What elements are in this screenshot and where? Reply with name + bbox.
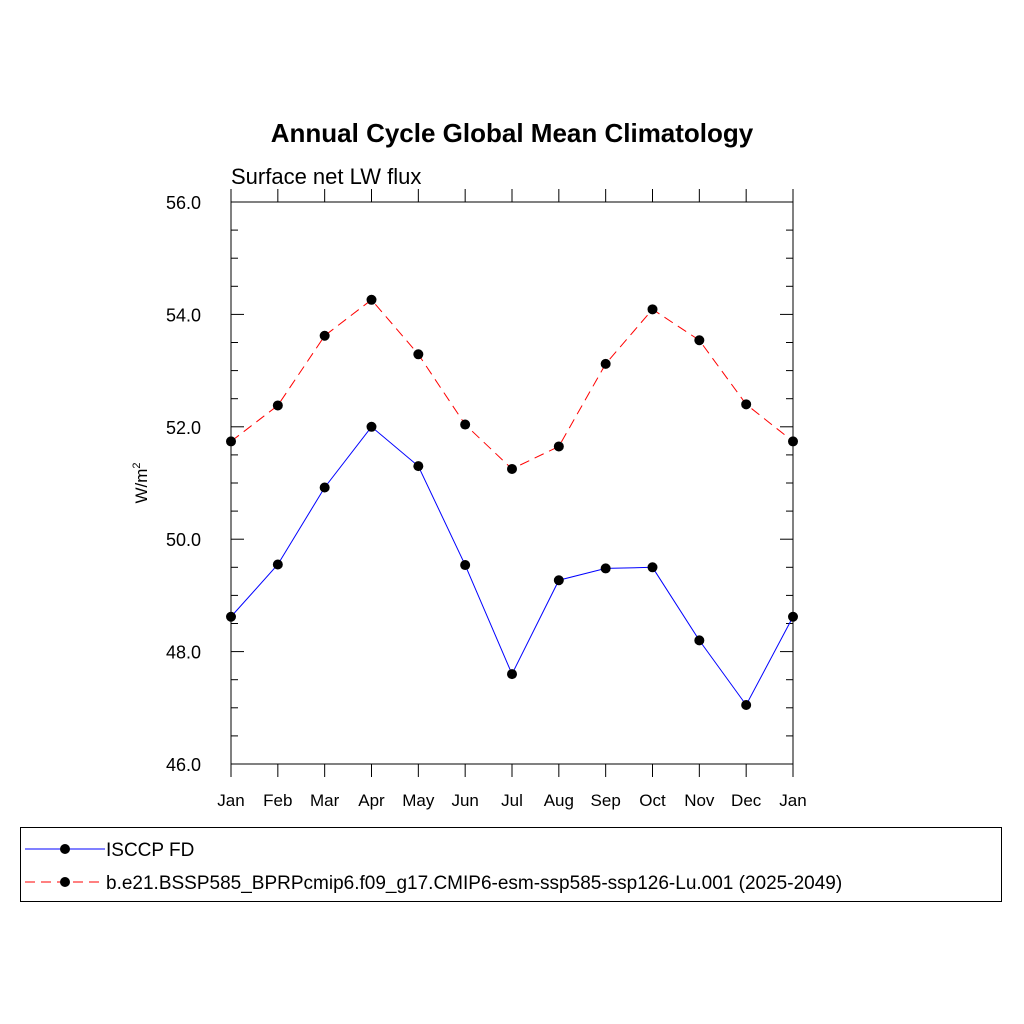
data-point xyxy=(413,461,424,472)
y-axis-label-text: W/m xyxy=(132,469,151,504)
plot-frame xyxy=(230,201,794,765)
x-tick-label: Jun xyxy=(451,791,478,810)
x-tick-label: Feb xyxy=(263,791,292,810)
data-point xyxy=(788,611,798,622)
chart-title: Annual Cycle Global Mean Climatology xyxy=(271,118,754,148)
x-tick-label: Sep xyxy=(591,791,621,810)
data-point xyxy=(507,669,517,680)
data-point xyxy=(600,358,611,369)
x-tick-label: May xyxy=(402,791,435,810)
data-point xyxy=(460,419,471,430)
x-tick-label: Jan xyxy=(779,791,806,810)
series-line xyxy=(230,299,794,470)
series-2 xyxy=(226,294,798,474)
y-tick-label: 52.0 xyxy=(166,418,201,438)
y-tick-label: 56.0 xyxy=(166,193,201,213)
data-point xyxy=(272,559,283,570)
data-point xyxy=(694,335,705,346)
y-axis: 46.0 48.0 50.0 52.0 54.0 56.0 xyxy=(166,193,793,775)
data-point xyxy=(647,562,658,573)
minor-ticks xyxy=(231,229,793,737)
data-point xyxy=(507,463,517,474)
x-tick-label: Apr xyxy=(358,791,385,810)
legend xyxy=(20,827,1002,902)
data-point xyxy=(226,611,236,622)
data-point xyxy=(553,441,564,452)
x-tick-label: Jan xyxy=(217,791,244,810)
y-axis-label-superscript: 2 xyxy=(131,462,143,468)
x-tick-label: Jul xyxy=(501,791,523,810)
data-point xyxy=(647,304,658,315)
data-point xyxy=(553,575,564,586)
x-tick-label: Aug xyxy=(544,791,574,810)
y-tick-label: 50.0 xyxy=(166,530,201,550)
x-tick-label: Dec xyxy=(731,791,762,810)
data-point xyxy=(741,699,752,710)
x-axis: Jan Feb Mar Apr May Jun Jul Aug Sep Oct Nov Dec Jan xyxy=(217,189,807,810)
data-point xyxy=(366,421,377,432)
x-tick-label: Nov xyxy=(684,791,715,810)
svg-text:W/m2: W/m2 xyxy=(131,462,151,503)
series-1 xyxy=(226,421,798,710)
series-layer xyxy=(226,294,798,710)
data-point xyxy=(741,399,752,410)
data-point xyxy=(788,436,798,447)
data-point xyxy=(226,436,236,447)
x-tick-label: Mar xyxy=(310,791,340,810)
data-point xyxy=(694,635,705,646)
x-tick-label: Oct xyxy=(639,791,666,810)
chart-subtitle: Surface net LW flux xyxy=(231,164,421,189)
data-point xyxy=(366,294,377,305)
y-tick-label: 46.0 xyxy=(166,755,201,775)
data-point xyxy=(460,560,471,571)
y-axis-label: W/m2 xyxy=(131,462,151,503)
data-point xyxy=(600,563,611,574)
data-point xyxy=(413,349,424,360)
data-point xyxy=(319,482,330,493)
data-point xyxy=(319,330,330,341)
y-tick-label: 54.0 xyxy=(166,305,201,325)
y-tick-label: 48.0 xyxy=(166,643,201,663)
data-point xyxy=(272,400,283,411)
